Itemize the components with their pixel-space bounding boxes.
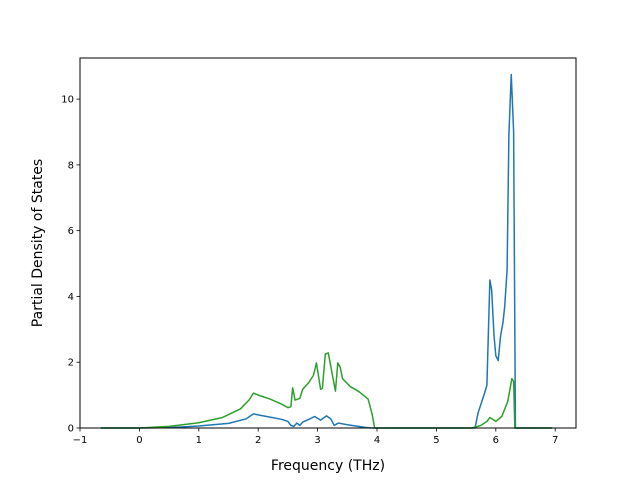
x-tick-label: 4 — [374, 435, 380, 446]
y-tick-label: 2 — [68, 358, 74, 369]
series-line-0 — [100, 73, 553, 429]
plot-frame — [79, 57, 577, 429]
x-tick-label: 1 — [196, 435, 202, 446]
x-tick-label: 2 — [255, 435, 261, 446]
x-tick-label: 0 — [136, 435, 142, 446]
y-tick-label: 4 — [68, 292, 74, 303]
x-tick-label: 5 — [433, 435, 439, 446]
y-axis-label: Partial Density of States — [30, 159, 46, 327]
x-tick-label: −1 — [73, 435, 88, 446]
x-tick-label: 7 — [552, 435, 558, 446]
x-tick-label: 6 — [493, 435, 499, 446]
y-tick-label: 10 — [61, 95, 74, 106]
x-tick-label: 3 — [314, 435, 320, 446]
series-line-1 — [100, 352, 553, 429]
y-tick-label: 6 — [68, 226, 74, 237]
y-tick-label: 8 — [68, 160, 74, 171]
x-axis-label: Frequency (THz) — [271, 458, 385, 474]
y-tick-label: 0 — [68, 424, 74, 435]
series-layer — [100, 73, 553, 429]
